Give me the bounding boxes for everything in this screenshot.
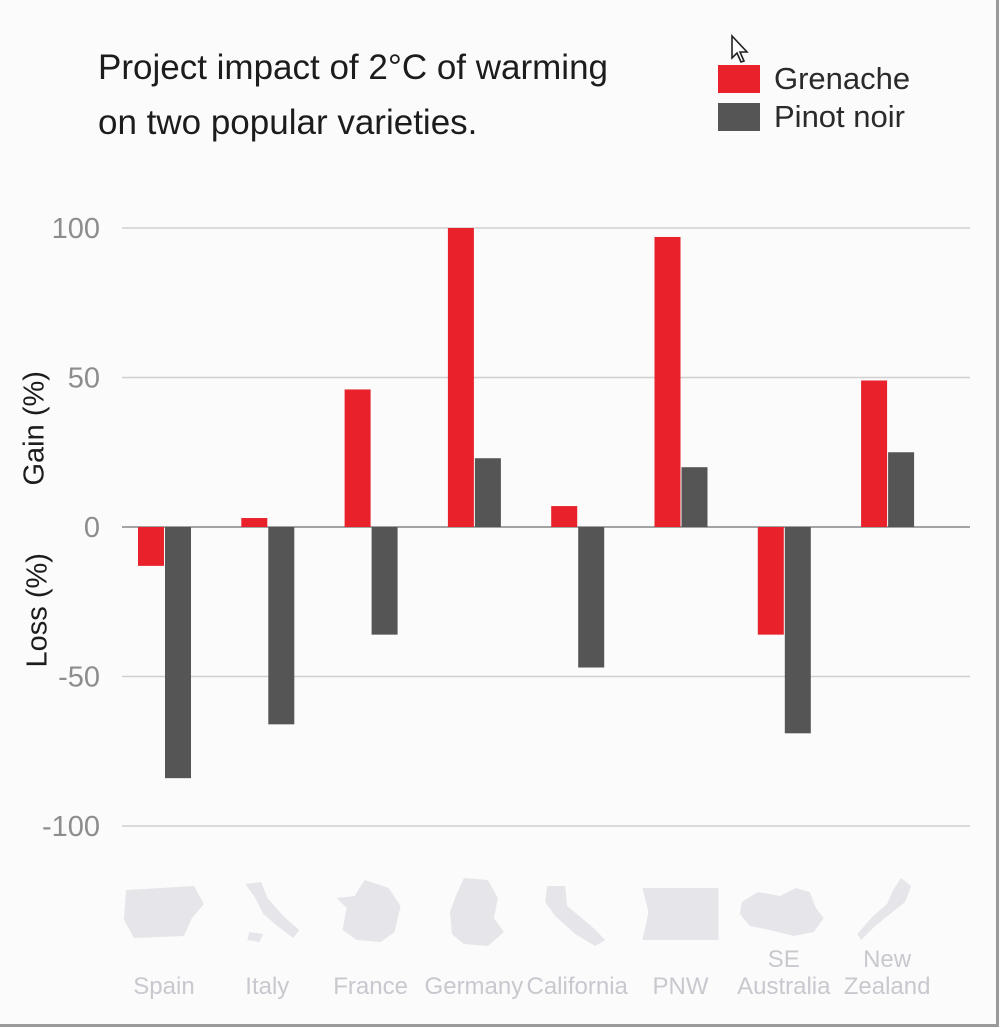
category-label: Spain <box>133 973 194 1000</box>
bar-pinot-noir <box>888 452 915 527</box>
spain-map-icon <box>124 886 204 938</box>
bars <box>138 228 915 779</box>
category-label: Australia <box>737 973 831 1000</box>
category-label: SE <box>768 946 800 973</box>
bar-grenache <box>447 228 474 527</box>
y-tick-label: 100 <box>52 213 100 245</box>
legend-swatch-pinot-noir <box>718 103 760 131</box>
bar-pinot-noir <box>165 527 191 779</box>
france-map-icon <box>336 880 401 942</box>
y-tick-label: -100 <box>42 811 100 843</box>
legend: Grenache Pinot noir <box>718 60 910 136</box>
bar-grenache <box>654 236 681 527</box>
bar-pinot-noir <box>784 527 811 734</box>
country-map-icons <box>124 878 912 946</box>
legend-item-grenache: Grenache <box>718 60 910 98</box>
bar-grenache <box>344 389 371 527</box>
bar-grenache <box>757 527 784 635</box>
category-labels: Spain Italy France Germany California PNW SEAu… <box>133 946 930 1000</box>
category-label: Germany <box>425 973 524 1000</box>
se-australia-map-icon <box>739 888 824 936</box>
new-zealand-map-icon <box>857 878 912 940</box>
category-label: California <box>527 973 629 1000</box>
bar-pinot-noir <box>474 458 501 527</box>
category-label: PNW <box>653 973 709 1000</box>
legend-item-pinot-noir: Pinot noir <box>718 98 910 136</box>
pnw-map-icon <box>642 888 719 940</box>
category-label: France <box>333 973 408 1000</box>
y-tick-label: 50 <box>68 363 100 395</box>
chart-title: Project impact of 2°C of warming on two … <box>98 48 609 142</box>
y-tick-label: -50 <box>58 662 100 694</box>
grid-lines: 100 50 0 -50 -100 <box>42 213 970 843</box>
bar-pinot-noir <box>371 527 398 635</box>
legend-label-grenache: Grenache <box>774 61 911 96</box>
legend-label-pinot-noir: Pinot noir <box>774 99 905 134</box>
y-tick-label: 0 <box>84 512 100 544</box>
legend-swatch-grenache <box>718 65 760 93</box>
category-label: New <box>863 946 912 973</box>
bar-grenache <box>861 380 888 527</box>
bar-grenache <box>138 527 164 566</box>
bar-grenache <box>241 518 268 527</box>
bar-pinot-noir <box>578 527 605 668</box>
bar-pinot-noir <box>681 467 708 527</box>
category-label: Italy <box>245 973 289 1000</box>
germany-map-icon <box>449 878 504 946</box>
bar-pinot-noir <box>268 527 295 725</box>
category-label: Zealand <box>844 973 931 1000</box>
italy-map-icon <box>245 882 300 942</box>
mouse-cursor-icon <box>731 34 749 63</box>
bar-grenache <box>551 506 578 527</box>
california-map-icon <box>545 886 606 946</box>
